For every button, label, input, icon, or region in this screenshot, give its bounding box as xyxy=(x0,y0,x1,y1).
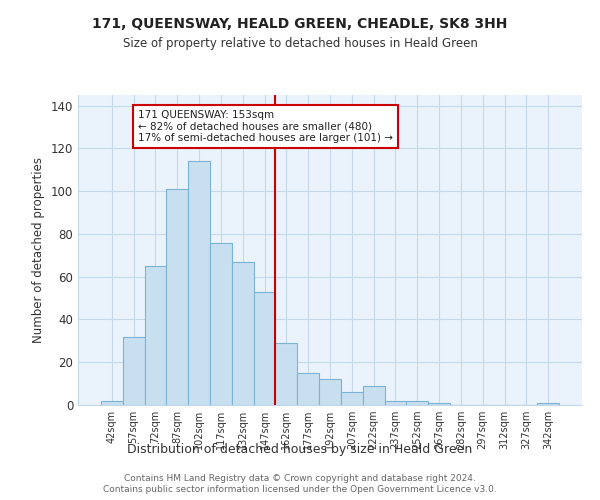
Bar xyxy=(537,403,559,405)
Bar xyxy=(275,343,297,405)
Bar xyxy=(210,242,232,405)
Text: Size of property relative to detached houses in Heald Green: Size of property relative to detached ho… xyxy=(122,38,478,51)
Bar xyxy=(319,380,341,405)
Bar xyxy=(341,392,363,405)
Text: Distribution of detached houses by size in Heald Green: Distribution of detached houses by size … xyxy=(127,442,473,456)
Bar xyxy=(385,400,406,405)
Bar xyxy=(232,262,254,405)
Text: Contains public sector information licensed under the Open Government Licence v3: Contains public sector information licen… xyxy=(103,485,497,494)
Text: 171 QUEENSWAY: 153sqm
← 82% of detached houses are smaller (480)
17% of semi-det: 171 QUEENSWAY: 153sqm ← 82% of detached … xyxy=(138,110,393,143)
Bar xyxy=(123,336,145,405)
Bar xyxy=(101,400,123,405)
Text: Contains HM Land Registry data © Crown copyright and database right 2024.: Contains HM Land Registry data © Crown c… xyxy=(124,474,476,483)
Bar xyxy=(363,386,385,405)
Bar xyxy=(188,162,210,405)
Y-axis label: Number of detached properties: Number of detached properties xyxy=(32,157,45,343)
Bar xyxy=(406,400,428,405)
Text: 171, QUEENSWAY, HEALD GREEN, CHEADLE, SK8 3HH: 171, QUEENSWAY, HEALD GREEN, CHEADLE, SK… xyxy=(92,18,508,32)
Bar xyxy=(297,373,319,405)
Bar xyxy=(428,403,450,405)
Bar xyxy=(145,266,166,405)
Bar xyxy=(166,189,188,405)
Bar xyxy=(254,292,275,405)
